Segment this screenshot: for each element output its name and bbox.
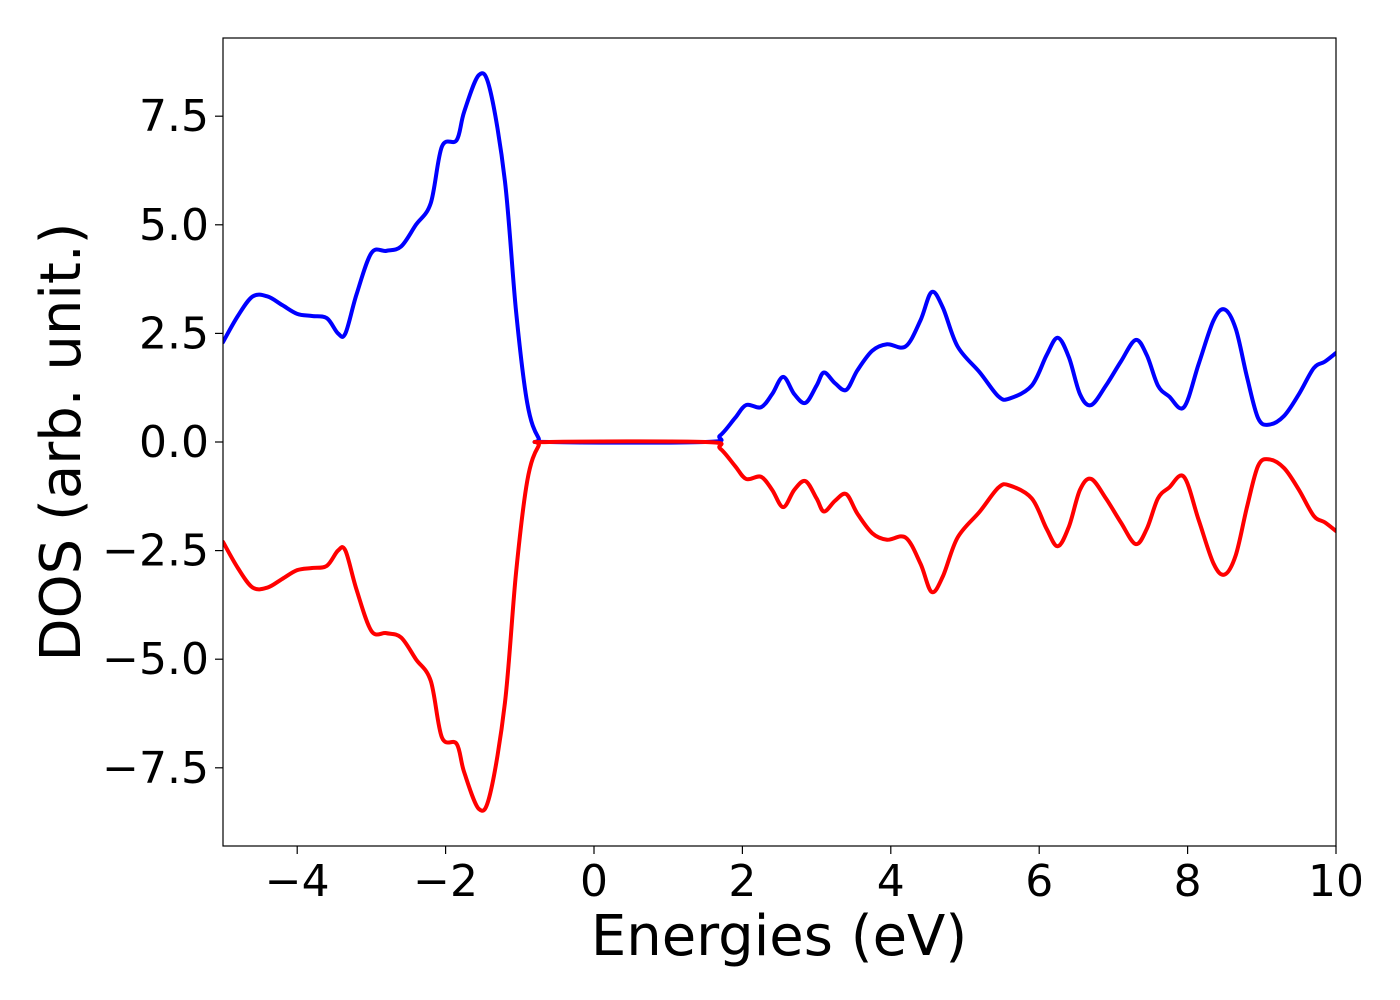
- y-tick-label: −5.0: [102, 634, 209, 685]
- series-line-1: [223, 71, 1336, 445]
- x-tick-label: −4: [265, 856, 330, 907]
- x-tick-label: 10: [1308, 856, 1364, 907]
- y-tick-label: 7.5: [139, 91, 209, 142]
- x-axis-label: Energies (eV): [591, 904, 967, 969]
- x-tick-label: 0: [580, 856, 608, 907]
- y-tick-label: 5.0: [139, 200, 209, 251]
- x-tick-label: 6: [1025, 856, 1053, 907]
- x-tick-label: 4: [877, 856, 905, 907]
- y-tick-label: −7.5: [102, 743, 209, 794]
- x-axis-ticks: −4 −2 0 2 4 6 8 10: [265, 846, 1364, 907]
- series-layer: [223, 71, 1336, 813]
- y-axis-label: DOS (arb. unit.): [29, 222, 94, 661]
- y-tick-label: 0.0: [139, 417, 209, 468]
- x-tick-label: 2: [728, 856, 756, 907]
- y-tick-label: −2.5: [102, 526, 209, 577]
- series-line-2: [223, 439, 1336, 813]
- y-tick-label: 2.5: [139, 308, 209, 359]
- y-axis-ticks: 7.5 5.0 2.5 0.0 −2.5 −5.0 −7.5: [102, 91, 223, 794]
- x-tick-label: −2: [413, 856, 478, 907]
- x-tick-label: 8: [1174, 856, 1202, 907]
